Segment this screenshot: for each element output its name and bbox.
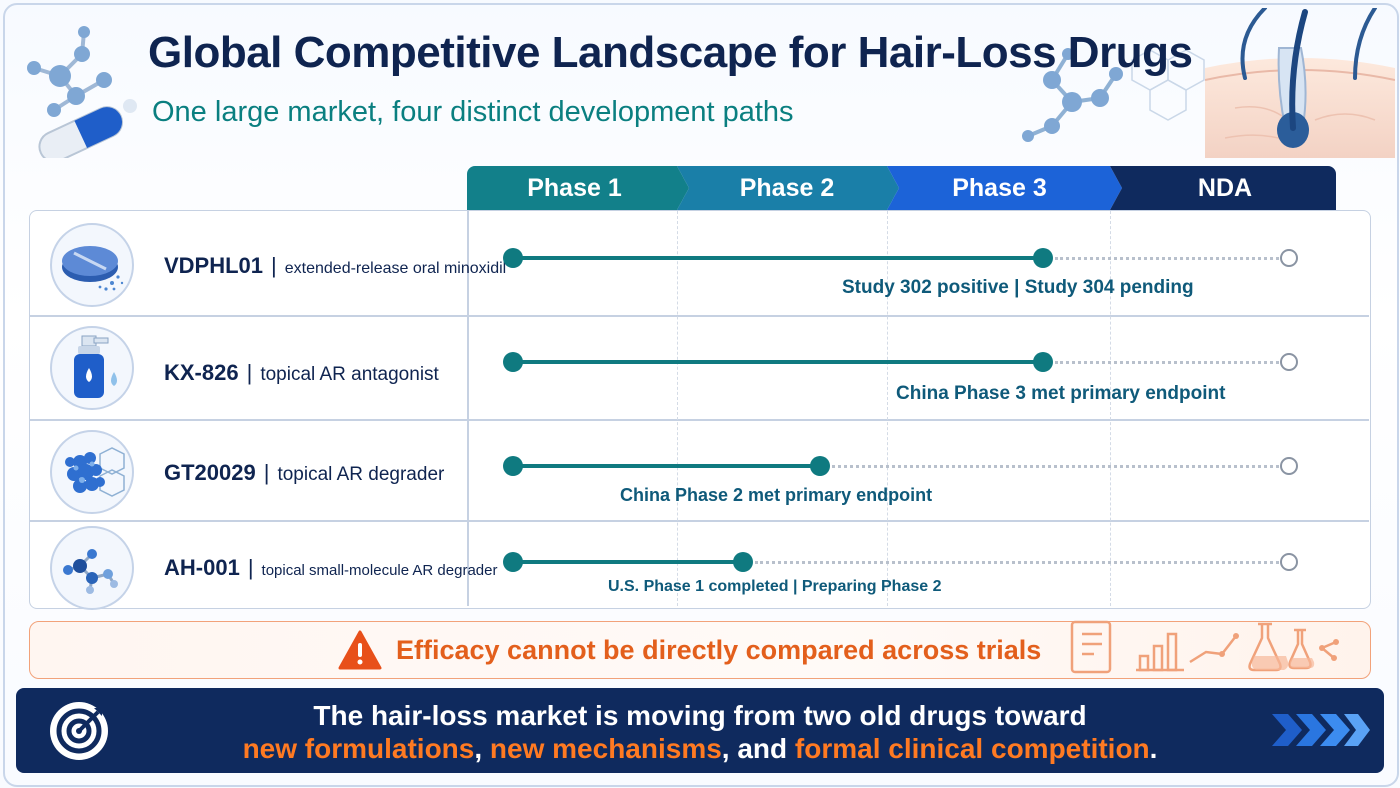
caution-box (29, 621, 1371, 679)
drug-name: KX-826 (164, 360, 239, 385)
drug-name: AH-001 (164, 555, 240, 580)
conclusion-banner (16, 688, 1384, 773)
drug-description: topical small-molecule AR degrader (261, 562, 498, 579)
drug-separator: | (247, 555, 254, 580)
drug-separator: | (263, 460, 270, 485)
pipeline-table (29, 210, 1371, 609)
phase-1-label: Phase 1 (527, 173, 622, 202)
molecule-decoration-icon (1022, 48, 1205, 142)
nda-target-marker (1280, 457, 1298, 475)
molecule-capsule-icon (27, 26, 137, 158)
phase-2-label: Phase 2 (739, 173, 835, 202)
column-divider (467, 211, 469, 606)
current-stage-marker (810, 456, 830, 476)
banner-line-1: The hair-loss market is moving from two … (313, 700, 1087, 731)
drug-1-status: Study 302 positive | Study 304 pending (842, 277, 1194, 298)
drug-row-2-title: KX-826 | topical AR antagonist (164, 360, 439, 386)
row-divider (30, 419, 1369, 421)
start-marker (503, 248, 523, 268)
drug-separator: | (271, 253, 277, 278)
row-divider (30, 315, 1369, 317)
molecule-cluster-icon (50, 430, 134, 514)
banner-highlight-formulations: new formulations (242, 733, 475, 764)
progress-line (513, 360, 1043, 364)
phase-header-bar (467, 166, 1336, 210)
phase-3-label: Phase 3 (952, 173, 1047, 202)
nda-target-marker (1280, 553, 1298, 571)
chevron-arrows-icon (1272, 714, 1370, 746)
small-molecule-icon (50, 526, 134, 610)
drug-description: topical AR degrader (277, 464, 445, 485)
progress-line (513, 464, 820, 468)
current-stage-marker (1033, 352, 1053, 372)
drug-separator: | (246, 360, 253, 385)
banner-highlight-competition: formal clinical competition (794, 733, 1150, 764)
pump-bottle-icon (50, 326, 134, 410)
nda-target-marker (1280, 353, 1298, 371)
remaining-path (1055, 257, 1279, 260)
page-title: Global Competitive Landscape for Hair-Lo… (148, 28, 1193, 77)
banner-highlight-mechanisms: new mechanisms (489, 733, 722, 764)
lab-research-icon (1070, 620, 1339, 674)
tablet-icon (50, 223, 134, 307)
banner-end: . (1149, 733, 1158, 764)
drug-row-4-title: AH-001 | topical small-molecule AR degrade… (164, 555, 497, 581)
drug-4-status: U.S. Phase 1 completed | Preparing Phase… (608, 578, 942, 595)
drug-name: VDPHL01 (164, 253, 264, 278)
page-subtitle: One large market, four distinct developm… (152, 96, 794, 128)
current-stage-marker (733, 552, 754, 572)
start-marker (503, 352, 523, 372)
drug-3-status: China Phase 2 met primary endpoint (620, 485, 933, 505)
drug-row-3-title: GT20029 | topical AR degrader (164, 460, 444, 486)
banner-separator: , (474, 733, 490, 764)
banner-line-2: new formulations, new mechanisms, and fo… (50, 733, 1350, 765)
remaining-path (755, 561, 1279, 564)
banner-separator: , and (721, 733, 795, 764)
start-marker (503, 552, 523, 572)
current-stage-marker (1033, 248, 1053, 268)
drug-description: topical AR antagonist (260, 364, 439, 385)
nda-target-marker (1280, 249, 1298, 267)
phase-gridline (677, 211, 678, 606)
remaining-path (1055, 361, 1279, 364)
hair-follicle-icon (1205, 8, 1395, 158)
drug-description: extended-release oral minoxidil (284, 260, 507, 277)
target-icon (50, 702, 108, 760)
drug-row-1-title: VDPHL01 | extended-release oral minoxidil (164, 253, 506, 279)
caution-text: Efficacy cannot be directly compared acr… (396, 635, 1042, 665)
warning-icon (338, 630, 382, 670)
progress-line (513, 256, 1043, 260)
start-marker (503, 456, 523, 476)
progress-line (513, 560, 744, 564)
nda-label: NDA (1197, 173, 1253, 202)
remaining-path (832, 465, 1279, 468)
phase-gridline (887, 211, 888, 606)
row-divider (30, 520, 1369, 522)
drug-name: GT20029 (164, 460, 256, 485)
phase-gridline (1110, 211, 1111, 606)
drug-2-status: China Phase 3 met primary endpoint (896, 383, 1226, 404)
